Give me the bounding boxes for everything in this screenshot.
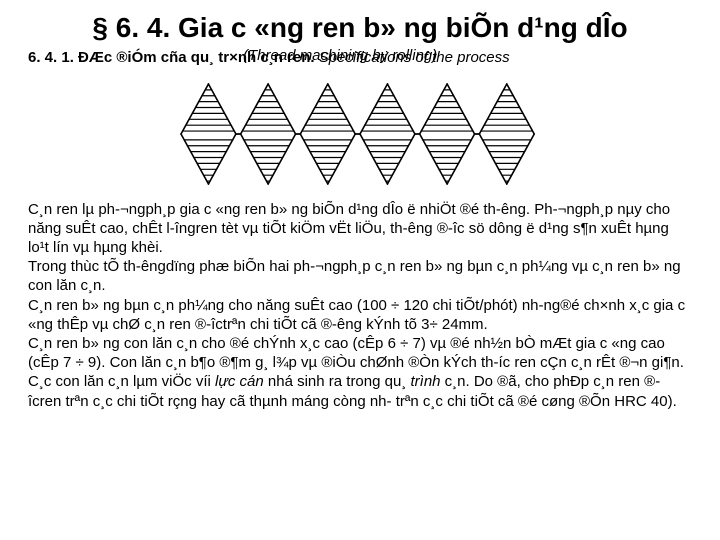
para-1: C¸n ren lµ ph-¬ngph¸p gia c «ng ren b» n… [28,200,692,258]
thread-rolling-diagram [175,72,545,190]
body-text: C¸n ren lµ ph-¬ngph¸p gia c «ng ren b» n… [28,200,692,411]
para-3: C¸n ren b» ng bµn c¸n ph¼ng cho năng suÊ… [28,296,692,334]
inline-trinh: trình [410,373,440,390]
main-heading: § 6. 4. Gia c «ng ren b» ng biÕn d¹ng dÎ… [28,12,692,44]
para-4b: nhá sinh ra trong qu¸ [268,373,406,390]
para-4: C¸n ren b» ng con lăn c¸n cho ®é chÝnh x… [28,334,692,411]
inline-luc-can: lực cán [215,373,264,390]
annotation: (Thread machining by rolling) [243,46,437,66]
subheading-row: (Thread machining by rolling) 6. 4. 1. Ð… [28,48,692,68]
para-2: Trong thùc tÕ th-êngdïng phæ biÕn hai ph… [28,257,692,295]
